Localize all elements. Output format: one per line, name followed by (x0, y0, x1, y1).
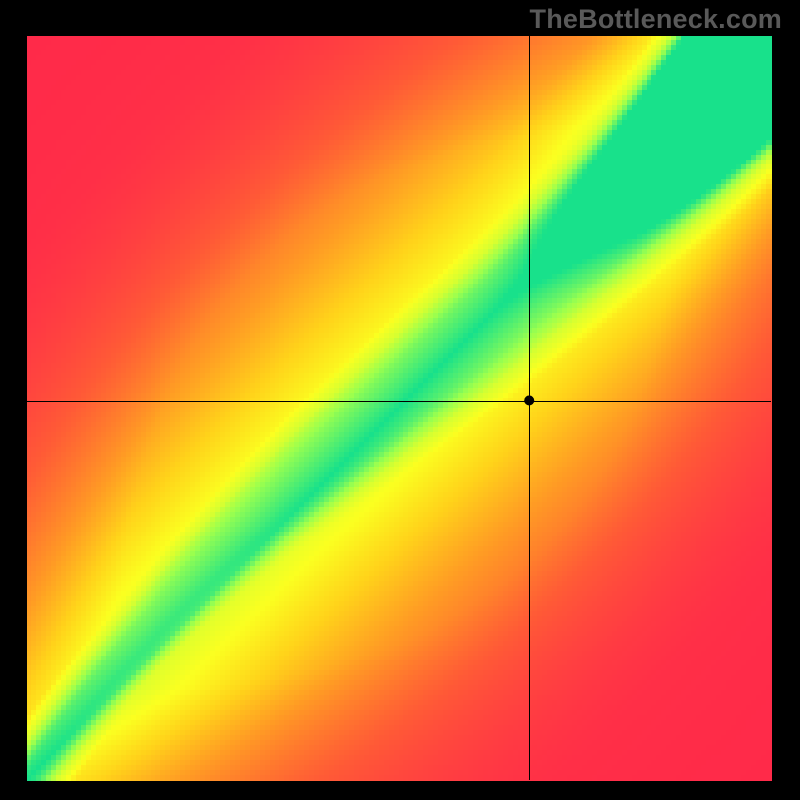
watermark-text: TheBottleneck.com (530, 4, 782, 35)
chart-stage: TheBottleneck.com (0, 0, 800, 800)
heatmap-canvas (0, 0, 800, 800)
